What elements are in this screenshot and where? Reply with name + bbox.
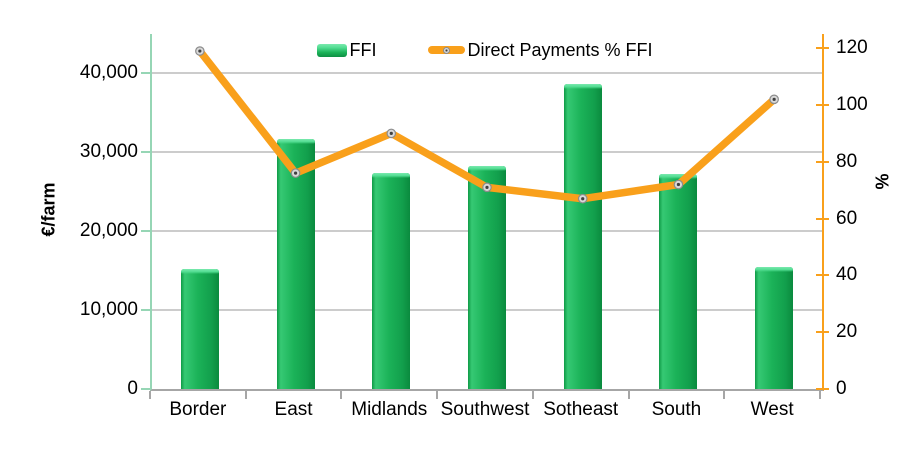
x-axis-tick (819, 391, 821, 399)
direct-payments-legend-label: Direct Payments % FFI (467, 40, 653, 60)
legend-item-ffi: FFI (317, 40, 376, 60)
gridline (152, 151, 822, 154)
line-swatch-icon (428, 46, 466, 54)
right-axis-tick-label: 20 (836, 321, 858, 343)
right-axis-tick (816, 160, 829, 163)
left-axis-tick (141, 309, 150, 312)
x-axis-tick (340, 391, 343, 399)
line-marker-dot (772, 97, 776, 101)
right-axis-tick-label: 40 (836, 264, 858, 286)
left-axis-tick (141, 230, 150, 233)
bar-south (659, 173, 698, 389)
bar-southwest (468, 165, 506, 389)
line-marker-dot (676, 182, 681, 187)
right-axis-tick-label: 120 (836, 37, 868, 59)
ffi-legend-label: FFI (349, 40, 377, 60)
legend: FFI Direct Payments % FFI (150, 40, 820, 60)
line-marker-dot (581, 197, 585, 201)
left-axis-tick-label: 20,000 (79, 220, 138, 242)
left-axis-tick-label: 10,000 (79, 299, 138, 321)
right-axis-tick-label: 60 (836, 207, 858, 229)
direct-payments-line (195, 46, 779, 204)
line-marker-dot (293, 171, 298, 175)
right-axis-tick (816, 104, 829, 106)
legend-item-direct-payments: Direct Payments % FFI (428, 40, 653, 60)
gridline (152, 72, 822, 75)
line-marker-dot (198, 49, 202, 53)
x-axis-label-east: East (274, 399, 313, 420)
x-axis-tick (436, 391, 439, 399)
left-axis-tick-label: 0 (127, 378, 138, 399)
right-axis-tick (816, 388, 829, 390)
bar-west (755, 266, 794, 389)
line-marker-dot (389, 131, 393, 135)
plot-area (150, 34, 824, 391)
x-axis-label-midlands: Midlands (351, 399, 428, 420)
x-axis-tick (723, 391, 726, 399)
right-axis-tick (816, 47, 829, 50)
left-axis-tick (141, 151, 150, 154)
right-axis-tick (816, 331, 829, 334)
x-axis-label-border: Border (169, 399, 227, 420)
left-axis-title: €/farm (38, 182, 59, 237)
left-axis-tick (141, 388, 150, 390)
right-axis-tick (816, 217, 829, 220)
right-axis-tick-label: 100 (836, 94, 868, 115)
x-axis-label-southwest: Southwest (440, 399, 530, 420)
right-axis-tick-label: 80 (836, 150, 858, 172)
bar-east (276, 138, 315, 389)
line-marker-dot (485, 185, 489, 189)
bar-border (180, 269, 219, 389)
marker-dot-icon (443, 46, 451, 54)
x-axis-label-sotheast: Sotheast (543, 399, 619, 420)
right-axis-tick-label: 0 (836, 378, 847, 399)
bar-midlands (372, 172, 411, 389)
x-axis-tick (149, 391, 151, 399)
left-axis-tick-label: 40,000 (79, 62, 138, 84)
x-axis-tick (531, 391, 534, 399)
x-axis-label-west: West (750, 399, 794, 420)
left-axis-tick-label: 30,000 (79, 141, 138, 163)
x-axis-tick (244, 391, 247, 399)
x-axis-label-south: South (651, 399, 702, 420)
ffi-bar-swatch-icon (317, 43, 348, 57)
right-axis-tick (816, 274, 829, 277)
x-axis-tick (627, 391, 630, 399)
left-axis-tick (141, 72, 150, 75)
bar-sotheast (563, 84, 602, 389)
